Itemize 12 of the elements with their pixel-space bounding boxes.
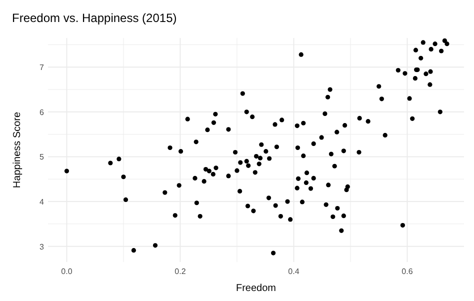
x-axis-title: Freedom — [236, 283, 276, 294]
x-tick-label: 0.0 — [61, 267, 73, 276]
y-axis-title: Happiness Score — [12, 111, 23, 188]
y-tick-label: 6 — [40, 108, 45, 117]
y-tick-label: 7 — [40, 63, 45, 72]
x-tick-label: 0.6 — [402, 267, 414, 276]
chart-title: Freedom vs. Happiness (2015) — [12, 11, 177, 25]
y-tick-label: 5 — [40, 152, 45, 162]
y-tick-label: 3 — [40, 242, 45, 252]
x-tick-label: 0.4 — [288, 267, 300, 276]
y-tick-label: 4 — [40, 198, 45, 207]
x-tick-label: 0.2 — [174, 267, 186, 276]
